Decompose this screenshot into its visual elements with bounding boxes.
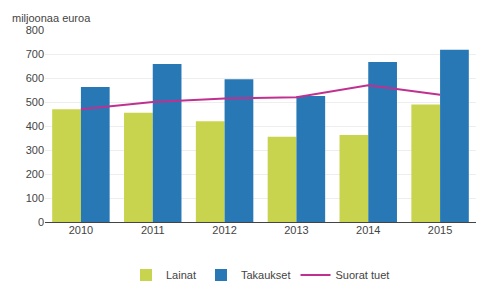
svg-text:2015: 2015 [428, 224, 452, 236]
svg-text:500: 500 [26, 96, 44, 108]
svg-text:800: 800 [26, 24, 44, 36]
svg-text:2010: 2010 [69, 224, 93, 236]
svg-text:2013: 2013 [284, 224, 308, 236]
svg-text:Suorat tuet: Suorat tuet [336, 269, 390, 281]
svg-text:400: 400 [26, 120, 44, 132]
svg-text:Lainat: Lainat [166, 269, 196, 281]
svg-text:Takaukset: Takaukset [241, 269, 291, 281]
svg-text:100: 100 [26, 192, 44, 204]
svg-text:200: 200 [26, 168, 44, 180]
svg-text:miljoonaa euroa: miljoonaa euroa [12, 12, 91, 24]
svg-text:2011: 2011 [141, 224, 165, 236]
svg-text:700: 700 [26, 48, 44, 60]
svg-text:600: 600 [26, 72, 44, 84]
svg-text:300: 300 [26, 144, 44, 156]
svg-text:0: 0 [38, 216, 44, 228]
svg-text:2012: 2012 [212, 224, 236, 236]
svg-text:2014: 2014 [356, 224, 380, 236]
